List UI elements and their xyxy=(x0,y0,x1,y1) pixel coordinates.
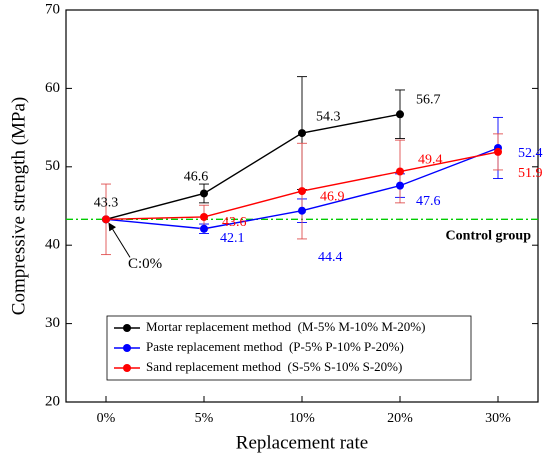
point xyxy=(396,110,404,119)
series-line xyxy=(105,113,401,221)
x-tick-label: 5% xyxy=(195,411,214,426)
y-tick-label: 50 xyxy=(45,158,60,174)
control-label: Control group xyxy=(446,229,532,244)
data-label: 47.6 xyxy=(416,194,441,209)
point xyxy=(200,224,208,233)
y-tick-label: 40 xyxy=(45,237,60,253)
annotation: C:0% xyxy=(128,256,162,272)
y-tick-label: 30 xyxy=(45,315,60,331)
data-label: 54.3 xyxy=(316,109,341,124)
data-label: 44.4 xyxy=(318,250,343,265)
legend-marker xyxy=(123,364,131,372)
data-label: 51.9 xyxy=(518,166,543,181)
x-tick-label: 30% xyxy=(485,411,511,426)
y-tick-label: 20 xyxy=(45,393,60,409)
point xyxy=(200,189,208,198)
point xyxy=(494,147,502,156)
point xyxy=(102,215,110,224)
point xyxy=(298,206,306,215)
legend-label: Paste replacement method (P-5% P-10% P-2… xyxy=(146,339,404,354)
legend-label: Sand replacement method (S-5% S-10% S-20… xyxy=(146,359,402,374)
legend-box xyxy=(106,315,472,381)
point xyxy=(298,129,306,138)
legend-marker xyxy=(123,344,131,352)
y-tick-label: 60 xyxy=(45,80,60,96)
point xyxy=(200,212,208,221)
legend-marker xyxy=(123,324,131,332)
data-label: 56.7 xyxy=(416,92,441,107)
point xyxy=(396,181,404,190)
data-label: 43.3 xyxy=(94,196,119,211)
point xyxy=(396,167,404,176)
data-label: 46.9 xyxy=(320,189,345,204)
data-label: 49.4 xyxy=(418,153,443,168)
y-axis-title: Compressive strength (MPa) xyxy=(8,97,29,315)
x-axis-title: Replacement rate xyxy=(236,432,368,453)
legend-label: Mortar replacement method (M-5% M-10% M-… xyxy=(146,319,425,334)
annotation-arrow xyxy=(108,222,131,258)
point xyxy=(298,187,306,196)
data-label: 42.1 xyxy=(220,231,245,246)
y-tick-label: 70 xyxy=(45,1,60,17)
x-tick-label: 0% xyxy=(97,411,116,426)
x-tick-label: 20% xyxy=(387,411,413,426)
x-tick-label: 10% xyxy=(289,411,315,426)
data-label: 46.6 xyxy=(184,170,209,185)
data-label: 52.4 xyxy=(518,146,543,161)
data-label: 43.6 xyxy=(222,215,247,230)
